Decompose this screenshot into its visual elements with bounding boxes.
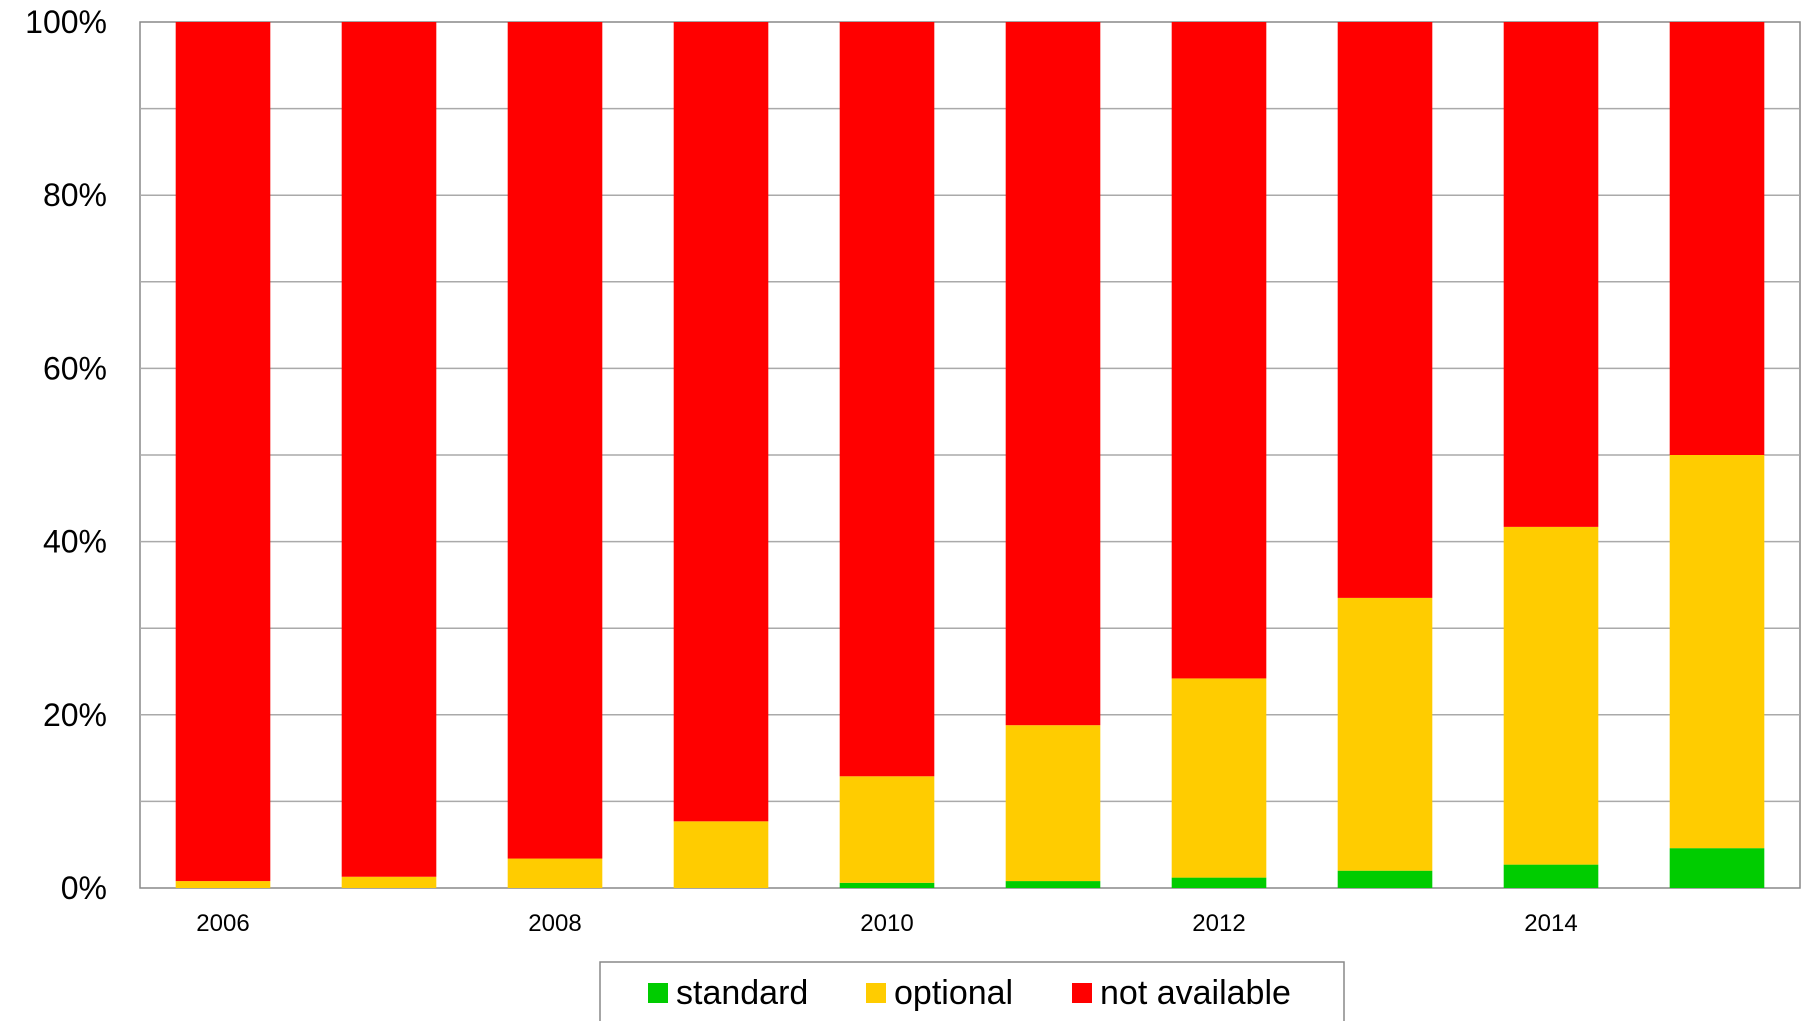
legend-label-not-available: not available [1100,974,1291,1012]
y-tick-label: 40% [43,524,107,560]
bar-segment-not-available [175,22,271,882]
bars-group [175,22,1765,888]
bar-segment-optional [1503,526,1599,865]
bar-segment-not-available [1171,22,1267,679]
legend-swatch-standard [648,983,668,1003]
bar-segment-not-available [341,22,437,877]
x-tick-label: 2006 [196,910,249,937]
bar-segment-optional [341,876,437,888]
bar-segment-not-available [673,22,769,822]
y-tick-label: 0% [61,870,107,906]
bar-segment-not-available [1669,22,1765,455]
bar-segment-optional [839,776,935,883]
x-tick-label: 2008 [528,910,581,937]
bar-segment-optional [507,858,603,888]
legend-box [599,961,1345,1023]
bar-segment-standard [1005,881,1101,888]
y-tick-label: 60% [43,350,107,386]
bar-segment-optional [175,881,271,888]
bar-segment-not-available [1005,22,1101,726]
bar-segment-optional [1171,678,1267,878]
bar-segment-standard [1337,870,1433,888]
bar-segment-standard [1503,864,1599,888]
bar-segment-optional [673,821,769,888]
bar-segment-optional [1337,597,1433,871]
legend-swatch-not-available [1072,983,1092,1003]
bar-segment-standard [839,882,935,888]
bar-segment-not-available [1503,22,1599,527]
y-tick-label: 100% [25,4,107,40]
bar-segment-not-available [839,22,935,777]
bar-segment-optional [1005,725,1101,882]
bar-segment-standard [1171,877,1267,888]
y-tick-label: 20% [43,697,107,733]
y-axis-tick-labels: 0% 20% 40% 60% 80% 100% [25,4,107,906]
legend-label-standard: standard [676,974,808,1012]
legend-label-optional: optional [894,974,1013,1012]
y-tick-label: 80% [43,177,107,213]
x-tick-label: 2010 [860,910,913,937]
legend: standard optional not available [599,961,1345,1023]
x-axis-tick-labels: 2006 2008 2010 2012 2014 [196,910,1577,937]
x-tick-label: 2012 [1192,910,1245,937]
legend-swatch-optional [866,983,886,1003]
bar-segment-not-available [507,22,603,859]
bar-segment-not-available [1337,22,1433,598]
bar-segment-standard [1669,848,1765,888]
x-tick-label: 2014 [1524,910,1577,937]
bar-segment-optional [1669,455,1765,849]
